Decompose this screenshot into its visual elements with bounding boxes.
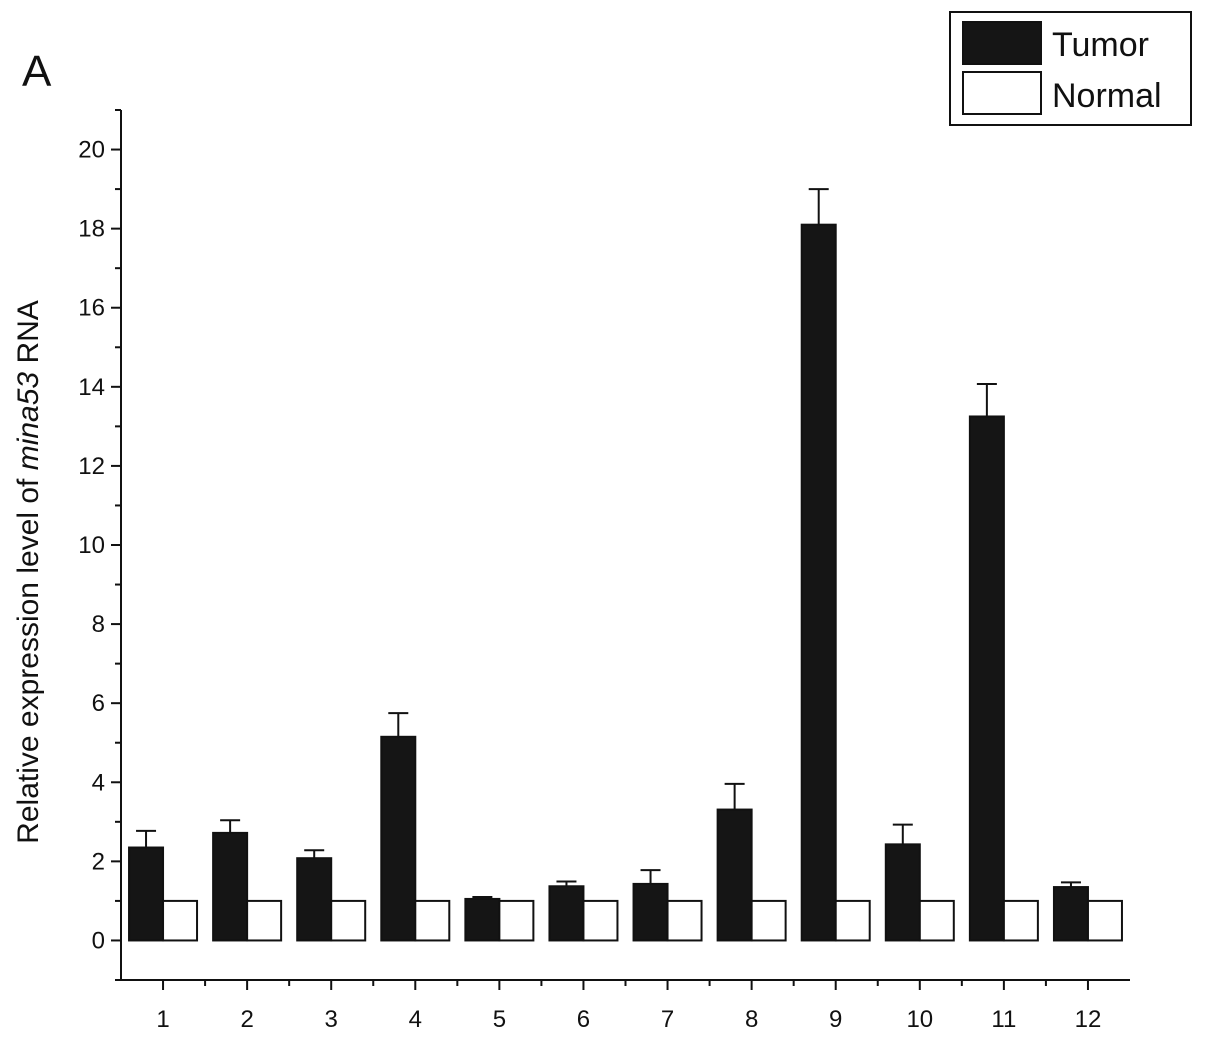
y-tick-label: 20 <box>78 137 105 164</box>
y-tick-label: 14 <box>78 374 105 401</box>
bar-tumor-9 <box>800 223 837 942</box>
x-tick-label: 5 <box>493 1006 506 1033</box>
legend-swatch-normal <box>962 71 1042 115</box>
legend-label-normal: Normal <box>1052 77 1162 115</box>
x-tick-label: 1 <box>156 1006 169 1033</box>
y-tick-label: 4 <box>92 769 105 796</box>
bar-normal-8 <box>750 899 787 942</box>
x-tick-label: 2 <box>240 1006 253 1033</box>
legend-label-tumor: Tumor <box>1052 26 1149 64</box>
bar-tumor-3 <box>296 857 333 942</box>
bar-tumor-1 <box>128 846 165 942</box>
bar-normal-5 <box>498 899 535 942</box>
y-tick-label: 6 <box>92 690 105 717</box>
y-tick-label: 18 <box>78 216 105 243</box>
bar-tumor-11 <box>968 415 1005 942</box>
legend: Tumor Normal <box>949 11 1192 126</box>
x-tick-label: 3 <box>325 1006 338 1033</box>
x-tick-label: 9 <box>829 1006 842 1033</box>
legend-swatch-tumor <box>962 21 1042 65</box>
bar-tumor-7 <box>632 882 669 942</box>
y-axis-label-prefix: Relative expression level of <box>12 470 45 844</box>
bar-normal-2 <box>246 899 283 942</box>
bar-tumor-2 <box>212 831 249 942</box>
x-tick-label: 11 <box>991 1006 1016 1033</box>
bar-tumor-10 <box>884 843 921 942</box>
bar-normal-7 <box>666 899 703 942</box>
bar-normal-9 <box>834 899 871 942</box>
y-tick-label: 0 <box>92 927 105 954</box>
bar-normal-4 <box>414 899 451 942</box>
y-tick-label: 16 <box>78 295 105 322</box>
x-tick-label: 8 <box>745 1006 758 1033</box>
x-tick-label: 6 <box>577 1006 590 1033</box>
bar-normal-6 <box>582 899 619 942</box>
bar-normal-10 <box>918 899 955 942</box>
bar-normal-1 <box>162 899 199 942</box>
panel-label: A <box>22 47 52 96</box>
y-tick-label: 12 <box>78 453 105 480</box>
bar-tumor-5 <box>464 897 501 942</box>
y-tick-label: 2 <box>92 848 105 875</box>
x-tick-label: 12 <box>1075 1006 1102 1033</box>
y-axis-label: Relative expression level of mina53 RNA <box>12 300 45 844</box>
y-tick-label: 8 <box>92 611 105 638</box>
bar-tumor-12 <box>1052 886 1089 942</box>
bar-normal-11 <box>1002 899 1039 942</box>
x-tick-label: 7 <box>661 1006 674 1033</box>
bar-normal-3 <box>330 899 367 942</box>
y-axis-label-suffix: RNA <box>12 300 45 372</box>
y-tick-label: 10 <box>78 532 105 559</box>
y-axis-label-italic: mina53 <box>12 372 45 471</box>
x-tick-label: 10 <box>906 1006 933 1033</box>
x-tick-label: 4 <box>409 1006 422 1033</box>
bar-normal-12 <box>1086 899 1123 942</box>
bar-tumor-8 <box>716 808 753 942</box>
bar-tumor-4 <box>380 735 417 942</box>
bar-tumor-6 <box>548 885 585 942</box>
